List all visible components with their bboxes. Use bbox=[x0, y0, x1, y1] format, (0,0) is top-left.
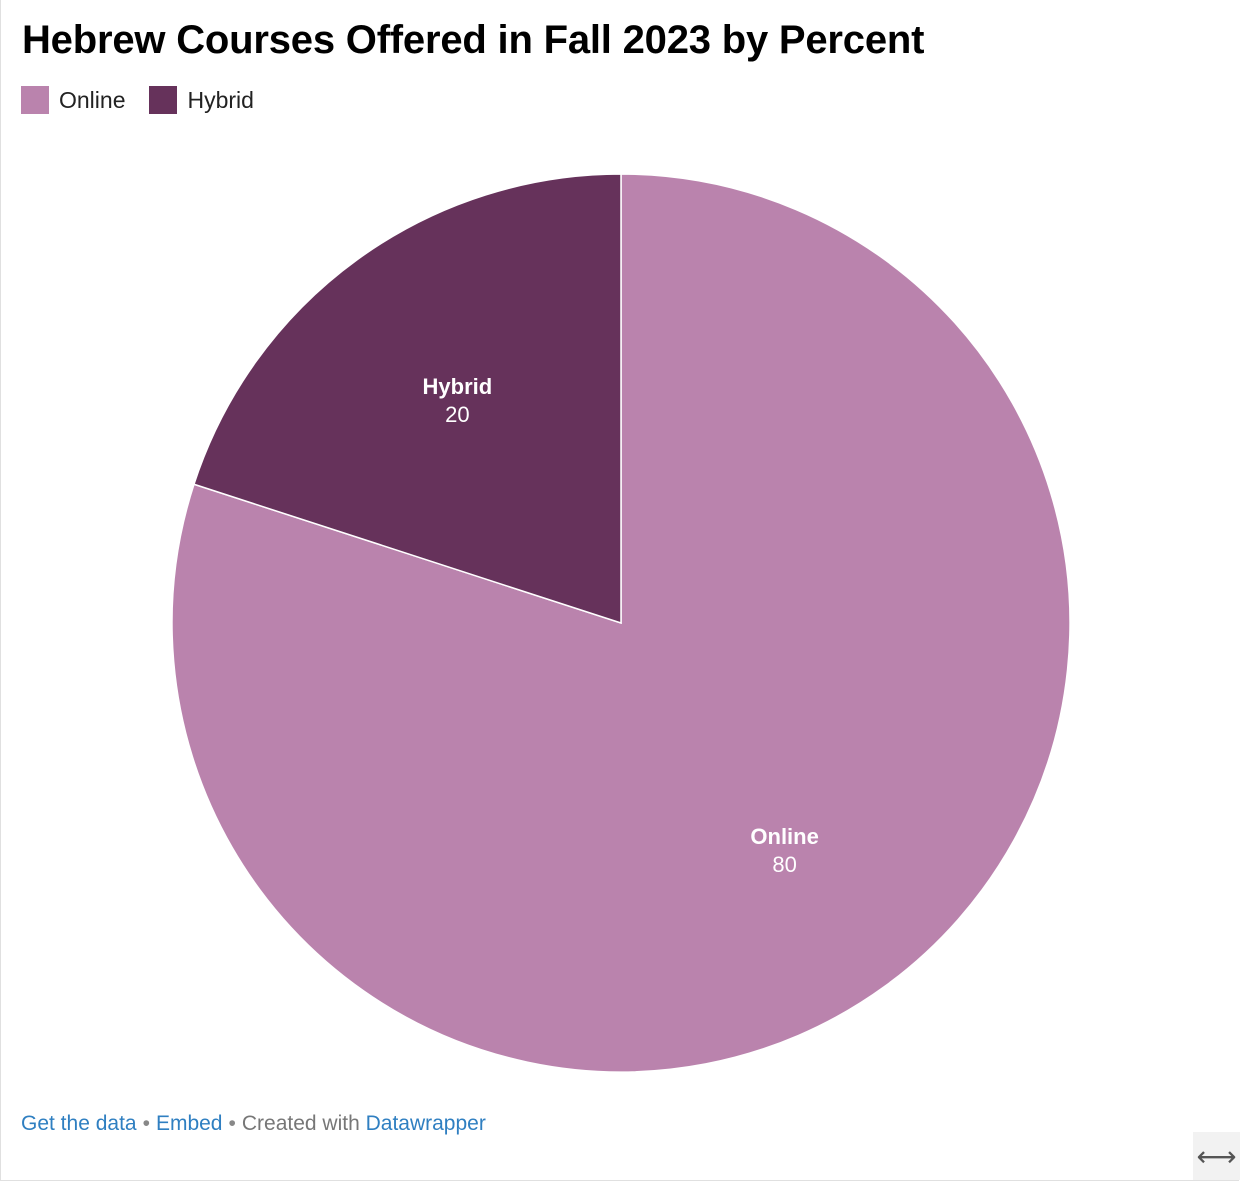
expand-horizontal-icon[interactable]: ⟷ bbox=[1193, 1132, 1240, 1180]
footer: Get the data • Embed • Created with Datawrap… bbox=[21, 1112, 486, 1136]
legend-item-online: Online bbox=[21, 86, 125, 114]
footer-separator: • bbox=[142, 1112, 150, 1135]
legend-swatch-hybrid bbox=[149, 86, 178, 114]
embed-link[interactable]: Embed bbox=[155, 1112, 223, 1135]
pie-slice-hybrid bbox=[193, 173, 622, 625]
created-with-text: Created with bbox=[241, 1112, 360, 1135]
chart-title: Hebrew Courses Offered in Fall 2023 by P… bbox=[22, 18, 925, 62]
legend-label-hybrid: Hybrid bbox=[187, 86, 254, 113]
footer-separator: • bbox=[228, 1112, 236, 1135]
legend-item-hybrid: Hybrid bbox=[149, 86, 254, 114]
slice-value-online: 80 bbox=[772, 852, 796, 877]
slice-label-online: Online bbox=[750, 824, 818, 849]
legend-swatch-online bbox=[21, 86, 49, 114]
slice-value-hybrid: 20 bbox=[445, 402, 469, 427]
slice-label-hybrid: Hybrid bbox=[423, 374, 493, 399]
datawrapper-link[interactable]: Datawrapper bbox=[365, 1112, 486, 1135]
legend-label-online: Online bbox=[59, 86, 126, 113]
get-the-data-link[interactable]: Get the data bbox=[21, 1112, 137, 1135]
legend: Online Hybrid bbox=[21, 86, 278, 114]
